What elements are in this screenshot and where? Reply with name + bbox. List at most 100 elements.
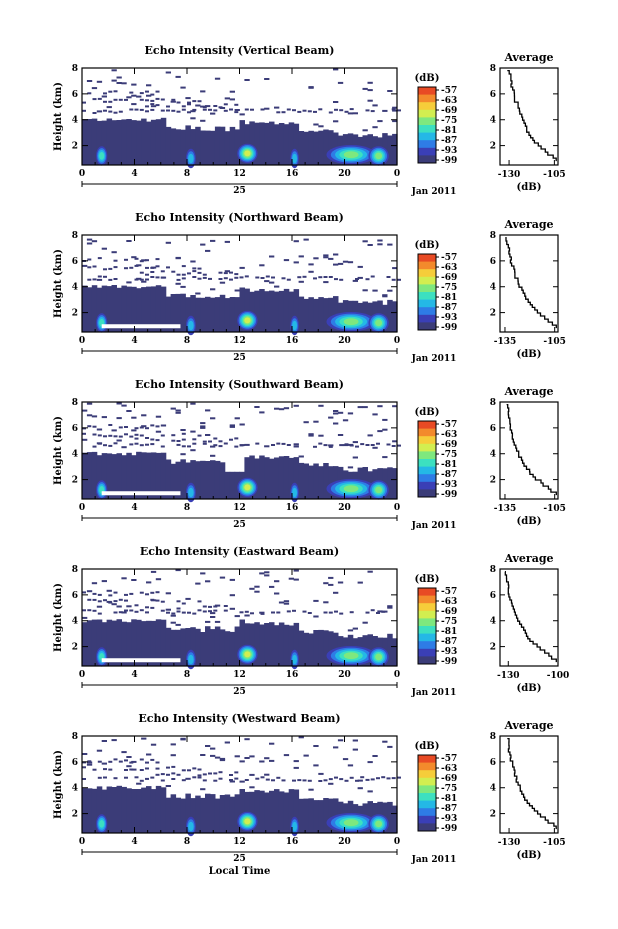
echo-cell [278,408,285,411]
echo-cell [200,105,206,108]
echo-cell [150,103,155,106]
colorbar-tick-label: -69 [441,440,457,450]
echo-cell [259,760,265,763]
echo-cell [210,794,216,833]
echo-cell [387,801,393,833]
echo-cell [146,581,152,584]
echo-cell [367,81,373,84]
echo-cell [111,429,117,432]
echo-cell [106,786,113,833]
echo-cell [303,754,309,757]
echo-cell [86,287,93,332]
echo-cell [254,622,260,666]
echo-cell [175,629,181,666]
echo-cell [180,628,186,666]
echo-cell [121,786,127,833]
echo-cell [293,578,299,581]
echo-cell [134,442,139,445]
echo-cell [190,460,196,499]
colorbar-unit: (dB) [415,574,440,585]
echo-cell [239,611,244,614]
echo-cell [111,620,117,666]
echo-cell [141,287,147,332]
echo-cell [333,746,339,749]
echo-cell [276,111,281,114]
echo-core [292,487,297,498]
avg-x-tick-label: -100 [547,671,570,681]
echo-cell [86,763,93,766]
echo-cell [170,614,176,617]
avg-profile-line [507,69,557,162]
echo-cell [116,287,122,332]
date-label: 25 [233,186,246,196]
echo-cell [377,405,383,408]
echo-cell [111,787,117,833]
echo-cell [146,121,152,165]
echo-cell [208,772,212,775]
echo-cell [205,130,211,165]
echo-cell [136,782,142,785]
echo-cell [108,278,113,281]
echo-cell [239,287,245,332]
echo-cell [87,425,92,428]
echo-cell [264,773,270,776]
echo-cell [298,630,305,666]
echo-cell [286,108,291,111]
echo-cell [91,619,98,666]
echo-core [292,821,297,832]
echo-cell [170,407,176,410]
echo-cell [397,444,401,447]
avg-y-tick-label: 8 [490,565,496,575]
echo-cell [271,611,275,614]
colorbar-tick-label: -69 [441,106,457,116]
echo-cell [141,452,147,499]
echo-cell [200,460,206,499]
avg-x-tick-label: -105 [543,337,566,347]
echo-cell [249,587,255,590]
echo-cell [181,602,186,605]
colorbar-swatch [418,815,436,824]
echo-cell [106,106,112,109]
echo-cell [313,298,319,332]
echo-cell [103,768,107,771]
colorbar-tick-label: -99 [441,156,457,166]
x-tick-label: 4 [131,670,137,680]
echo-cell [271,276,275,279]
echo-cell [103,109,107,112]
echo-cell [333,412,339,415]
echo-cell [355,445,359,448]
echo-cell [337,411,344,414]
echo-cell [323,129,329,165]
panel-title: Echo Intensity (Southward Beam) [135,378,344,391]
echo-cell [185,97,191,100]
echo-cell [200,90,206,93]
echo-cell [249,755,255,758]
echo-panel-3: Echo Intensity (Eastward Beam) 0 4 8 12 16 20 0… [53,545,569,698]
echo-cell [254,290,260,332]
echo-cell [360,776,365,779]
echo-cell [213,772,218,775]
echo-cell [219,294,226,332]
echo-cell [139,779,144,782]
echo-cell [86,590,93,593]
echo-cell [392,440,398,443]
echo-cell [269,585,275,588]
echo-cell [108,267,113,270]
echo-cell [347,466,354,469]
echo-cell [210,616,216,618]
echo-cell [318,772,324,775]
echo-cell [313,277,317,280]
x-tick-label: 16 [286,169,299,179]
echo-cell [118,435,123,438]
echo-cell [175,797,181,833]
echo-cell [82,409,88,412]
avg-title: Average [503,51,553,64]
echo-cell [197,776,202,779]
echo-cell [113,259,118,262]
echo-cell [210,629,216,666]
echo-cell [298,296,305,332]
echo-cell [224,131,231,165]
echo-cell [131,416,137,419]
echo-cell [129,91,134,94]
echo-cell [181,277,186,280]
